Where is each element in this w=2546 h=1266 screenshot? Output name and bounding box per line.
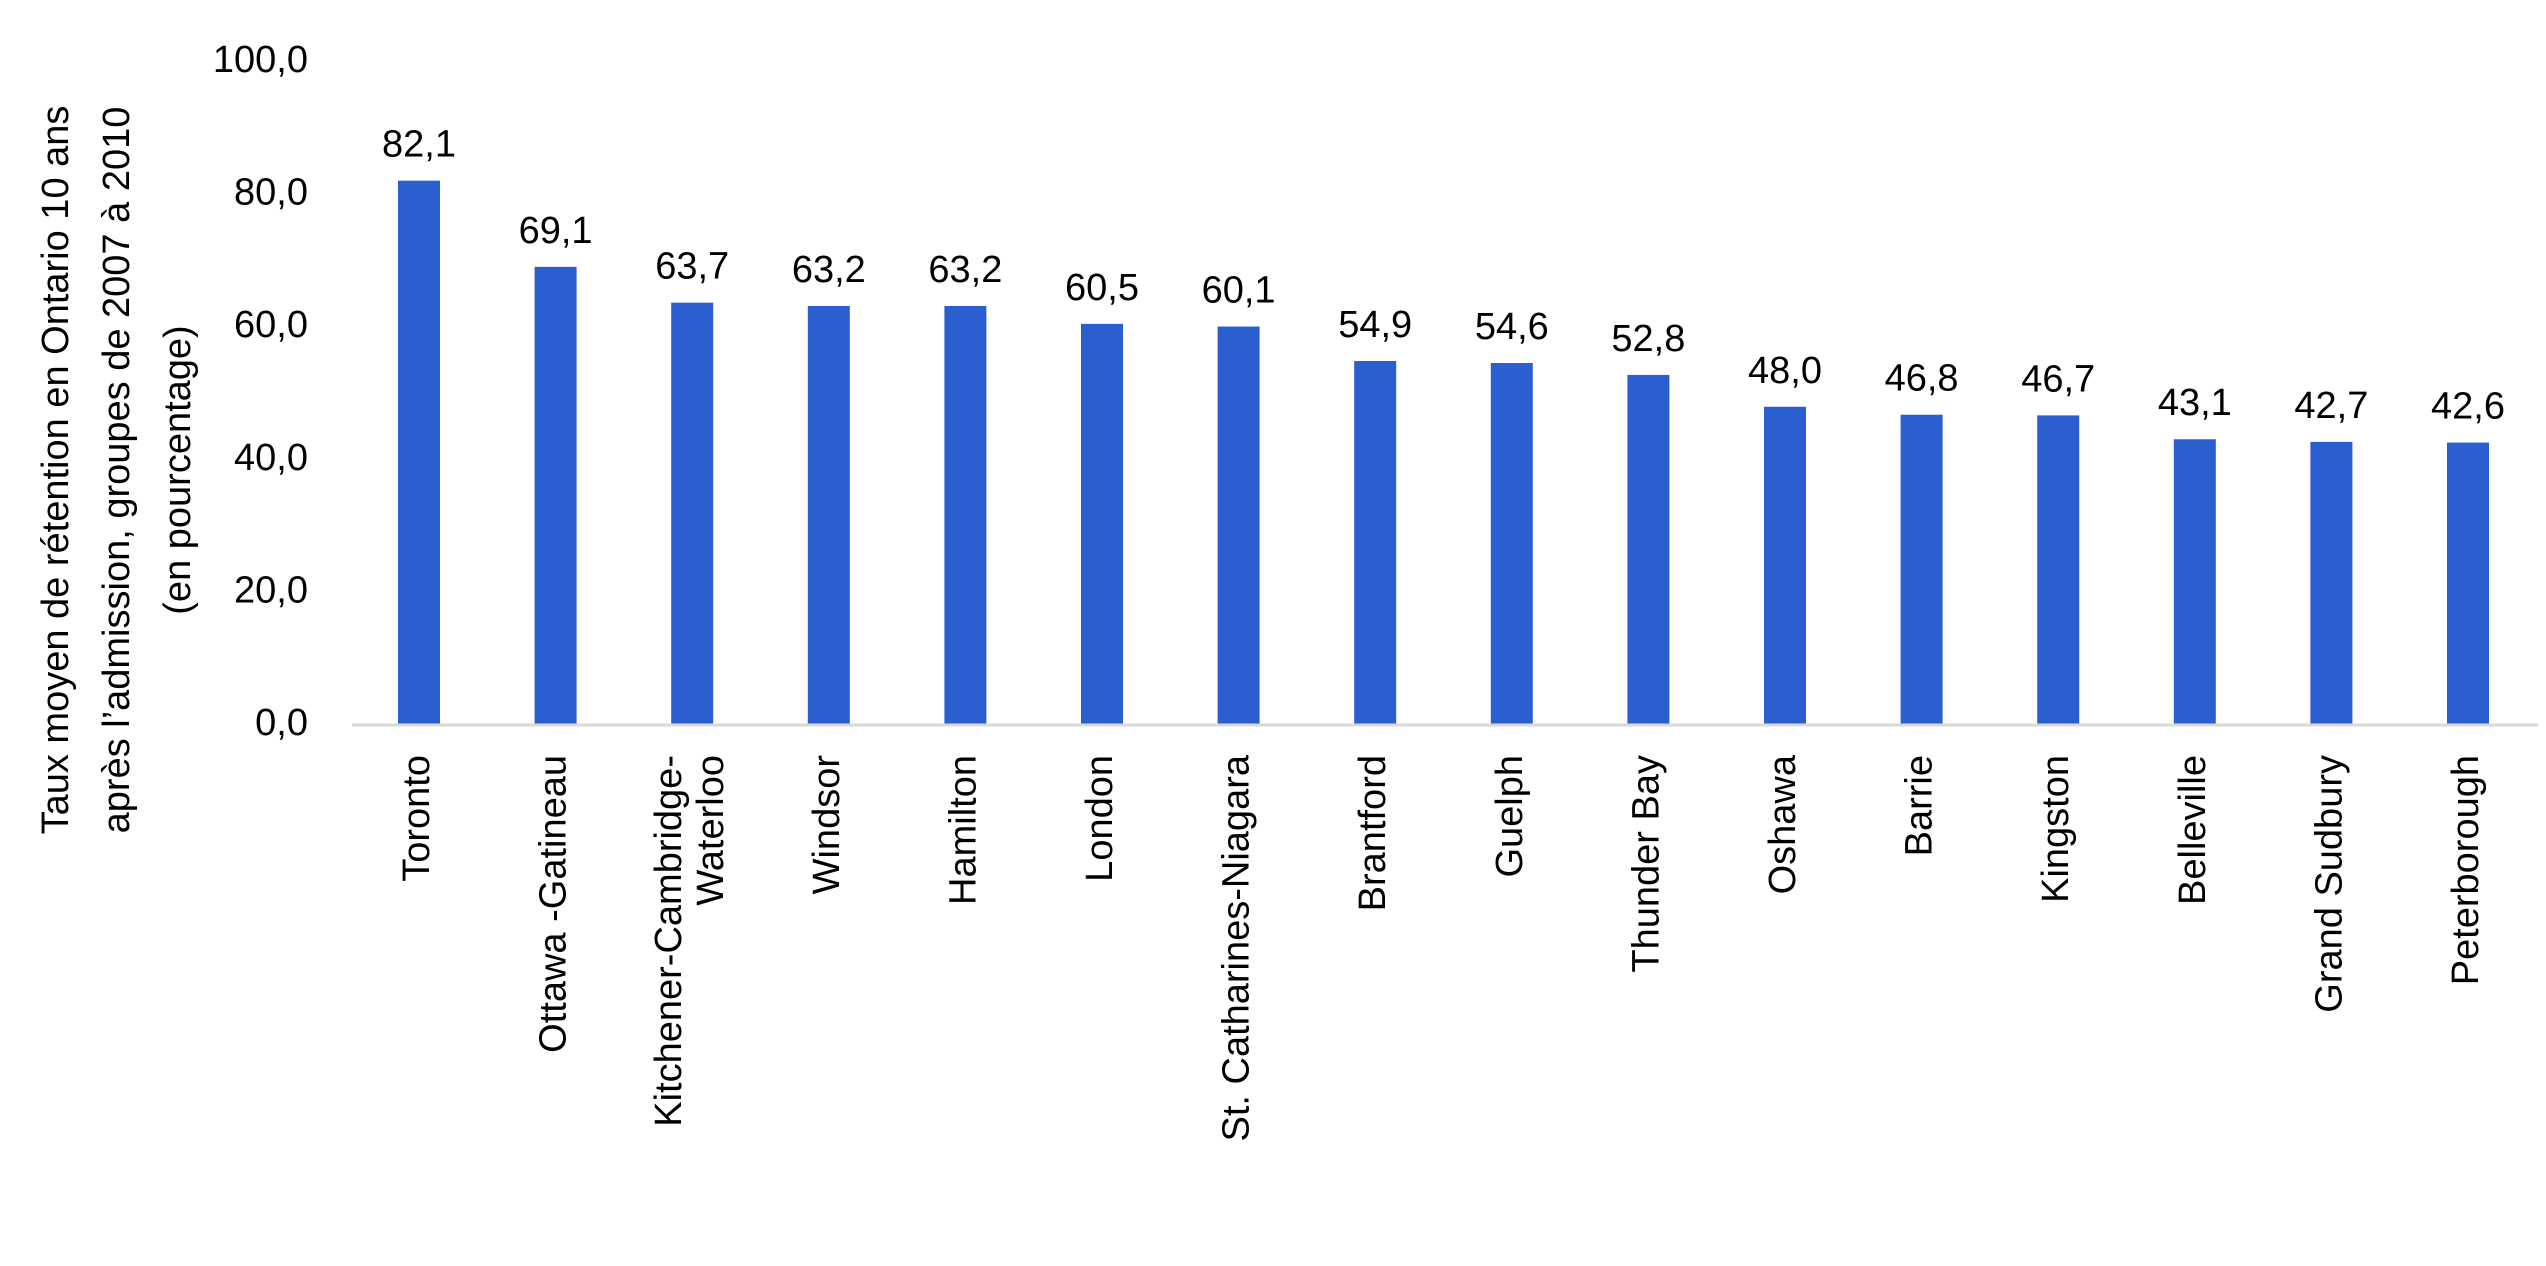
y-tick-label: 60,0 bbox=[234, 304, 308, 346]
x-category-label: Ottawa -Gatineau bbox=[533, 755, 575, 1053]
bar-data-label: 60,1 bbox=[1202, 270, 1276, 312]
x-category-label: Thunder Bay bbox=[1625, 755, 1667, 973]
bar bbox=[1900, 414, 1943, 725]
y-axis-ticks: 0,0 20,0 40,0 60,0 80,0 100,0 bbox=[213, 39, 308, 744]
bars bbox=[398, 180, 2489, 725]
bar-data-label: 52,8 bbox=[1611, 318, 1685, 360]
bar bbox=[2037, 415, 2080, 725]
data-labels: 82,1 69,1 63,7 63,2 63,2 60,5 60,1 54,9 54,6 52,8… bbox=[382, 124, 2505, 428]
bar bbox=[1490, 363, 1533, 725]
bar bbox=[2173, 439, 2216, 725]
bar bbox=[1764, 406, 1806, 725]
bar-data-label: 42,6 bbox=[2431, 386, 2505, 428]
x-category-label: Guelph bbox=[1489, 755, 1531, 878]
y-axis-title-line: (en pourcentage) bbox=[157, 325, 199, 614]
x-category-label: Windsor bbox=[806, 755, 848, 895]
y-axis-title-line: Taux moyen de rétention en Ontario 10 an… bbox=[35, 106, 77, 835]
y-tick-label: 0,0 bbox=[255, 702, 308, 744]
bar-data-label: 46,7 bbox=[2021, 358, 2095, 400]
bar bbox=[534, 266, 577, 725]
bar bbox=[807, 305, 850, 725]
x-category-label: Barrie bbox=[1899, 755, 1941, 856]
x-category-label: Peterborough bbox=[2445, 755, 2487, 985]
x-category-label: Waterloo bbox=[690, 755, 732, 906]
bar-data-label: 69,1 bbox=[519, 210, 593, 252]
bar bbox=[1354, 361, 1397, 725]
bar-data-label: 42,7 bbox=[2294, 385, 2368, 427]
x-category-label: Oshawa bbox=[1762, 754, 1804, 894]
x-category-label: Hamilton bbox=[942, 755, 984, 905]
bar-data-label: 63,7 bbox=[655, 246, 729, 288]
x-category-label: Brantford bbox=[1352, 755, 1394, 911]
x-category-label: St. Catharines-Niagara bbox=[1216, 754, 1258, 1141]
x-category-label: Grand Sudbury bbox=[2308, 755, 2350, 1013]
bar bbox=[1217, 326, 1260, 725]
x-category-label: Kitchener-Cambridge- bbox=[648, 755, 690, 1127]
bar-data-label: 54,6 bbox=[1475, 306, 1549, 348]
x-category-label: Toronto bbox=[396, 755, 438, 882]
bar-data-label: 43,1 bbox=[2158, 382, 2232, 424]
bar bbox=[1627, 374, 1670, 725]
x-axis-category-labels: Toronto Ottawa -Gatineau Kitchener-Cambrid… bbox=[396, 754, 2487, 1141]
bar bbox=[398, 180, 440, 725]
x-category-label: London bbox=[1079, 755, 1121, 882]
x-category-label: Kingston bbox=[2035, 755, 2077, 903]
bar-data-label: 82,1 bbox=[382, 124, 456, 166]
bar-data-label: 46,8 bbox=[1885, 358, 1959, 400]
y-axis-title-line: après l’admission, groupes de 2007 à 201… bbox=[96, 107, 138, 834]
bar bbox=[2447, 442, 2489, 725]
y-tick-label: 40,0 bbox=[234, 437, 308, 479]
bar-data-label: 48,0 bbox=[1748, 350, 1822, 392]
bar bbox=[1081, 323, 1123, 725]
bar-data-label: 63,2 bbox=[792, 249, 866, 291]
bar bbox=[2310, 441, 2353, 725]
y-tick-label: 100,0 bbox=[213, 39, 308, 81]
y-tick-label: 80,0 bbox=[234, 172, 308, 214]
bar-data-label: 54,9 bbox=[1338, 304, 1412, 346]
y-axis-title: Taux moyen de rétention en Ontario 10 an… bbox=[35, 106, 199, 835]
bar bbox=[944, 305, 987, 725]
bar-data-label: 60,5 bbox=[1065, 267, 1139, 309]
bar bbox=[671, 302, 714, 725]
bar-data-label: 63,2 bbox=[928, 249, 1002, 291]
x-category-label: Belleville bbox=[2172, 755, 2214, 905]
y-tick-label: 20,0 bbox=[234, 569, 308, 611]
